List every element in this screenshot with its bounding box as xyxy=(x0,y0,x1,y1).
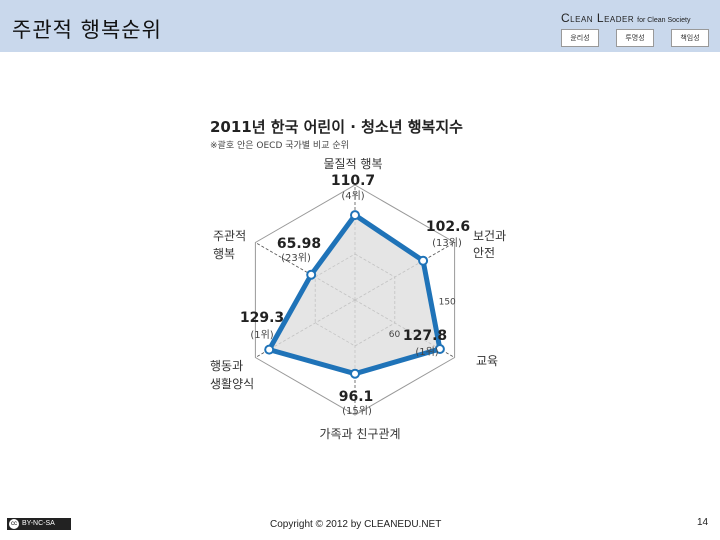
chart-subtitle: ※괄호 안은 OECD 국가별 비교 순위 xyxy=(210,139,349,151)
rank-label: (1위) xyxy=(250,328,273,341)
data-point xyxy=(434,344,445,354)
axis-label: 생활양식 xyxy=(210,377,254,391)
axis-label: 교육 xyxy=(476,354,498,368)
axis-label: 물질적 행복 xyxy=(323,156,382,171)
data-point xyxy=(350,368,360,379)
rank-label: (4위) xyxy=(341,189,364,202)
value-label: 102.6 xyxy=(426,219,470,235)
radar-spoke xyxy=(255,242,356,301)
data-point xyxy=(306,269,317,280)
copyright-text: Copyright © 2012 by CLEANEDU.NET xyxy=(270,519,442,530)
axis-label: 가족과 친구관계 xyxy=(319,427,400,441)
pill-transparency: 투명성 xyxy=(616,29,654,47)
axis-label: 보건과 xyxy=(473,229,506,243)
brand-logo: Clean Leader for Clean Society xyxy=(561,9,690,27)
data-point xyxy=(264,344,275,355)
axis-label: 행복 xyxy=(213,246,235,261)
data-point xyxy=(418,255,429,266)
radar-chart: 2011년 한국 어린이 · 청소년 행복지수 ※괄호 안은 OECD 국가별 … xyxy=(200,110,510,450)
value-label: 96.1 xyxy=(339,389,374,405)
radar-area xyxy=(269,215,440,374)
scale-label: 150 xyxy=(439,298,456,308)
slide-header: 주관적 행복순위 Clean Leader for Clean Society 윤… xyxy=(0,0,720,52)
rank-label: (13위) xyxy=(432,236,462,249)
value-label: 110.7 xyxy=(331,173,375,189)
page-title: 주관적 행복순위 xyxy=(12,18,162,42)
cc-icon: cc xyxy=(9,519,19,529)
cc-license-badge: cc BY-NC-SA xyxy=(7,518,71,530)
value-label: 129.3 xyxy=(240,310,284,326)
value-label: 127.8 xyxy=(403,328,447,344)
page-number: 14 xyxy=(697,517,709,528)
axis-label: 행동과 xyxy=(210,358,243,373)
rank-label: (15위) xyxy=(342,404,372,417)
scale-label: 60 xyxy=(389,330,401,340)
value-label: 65.98 xyxy=(277,236,321,252)
rank-label: (23위) xyxy=(281,251,311,264)
pill-ethics: 윤리성 xyxy=(561,29,599,47)
chart-title: 2011년 한국 어린이 · 청소년 행복지수 xyxy=(210,118,463,136)
rank-label: (1위) xyxy=(415,345,438,358)
license-label: BY-NC-SA xyxy=(22,520,55,527)
radar-series xyxy=(264,210,445,379)
data-point xyxy=(350,210,360,221)
axis-label: 주관적 xyxy=(213,229,246,243)
axis-label: 안전 xyxy=(473,246,495,260)
pill-responsibility: 책임성 xyxy=(671,29,709,47)
brand-main: Clean Leader xyxy=(561,11,635,25)
radar-chart-svg: 2011년 한국 어린이 · 청소년 행복지수 ※괄호 안은 OECD 국가별 … xyxy=(210,118,506,441)
brand-sub: for Clean Society xyxy=(637,17,691,24)
